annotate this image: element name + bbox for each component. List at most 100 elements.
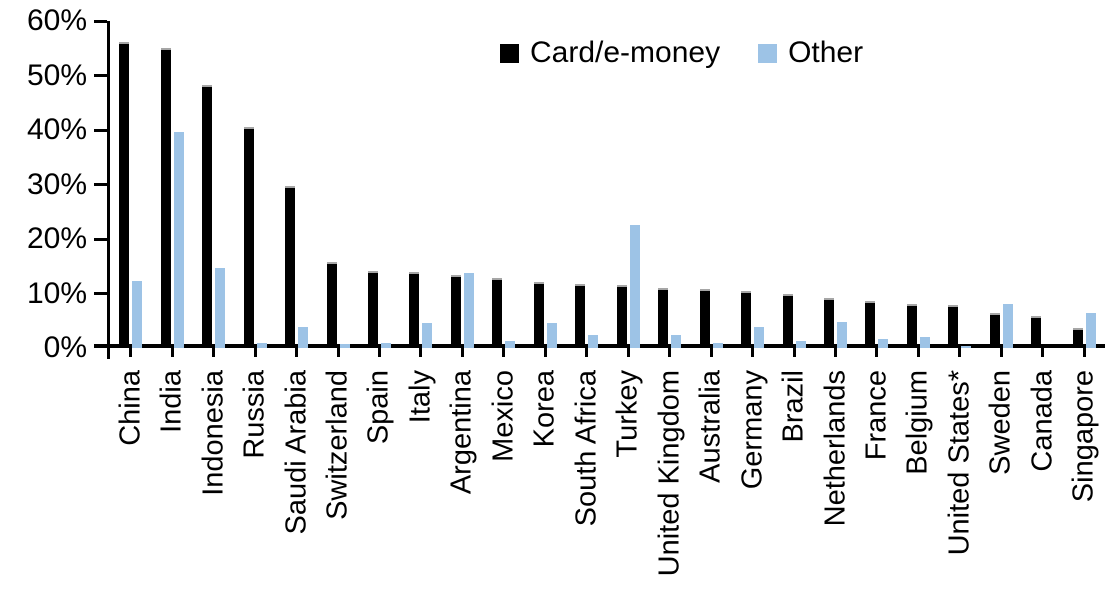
x-label-mexico: Mexico	[487, 370, 520, 462]
bar-card-e-money-south-africa	[575, 284, 586, 348]
bar-other-germany	[754, 326, 765, 348]
x-label-turkey: Turkey	[611, 370, 644, 458]
x-label-india: India	[155, 370, 188, 433]
x-label-italy: Italy	[404, 370, 437, 424]
x-label-sweden: Sweden	[984, 370, 1017, 475]
bar-card-e-money-korea	[533, 281, 544, 348]
bar-card-e-money-brazil	[782, 294, 793, 348]
x-tick-mexico	[502, 348, 506, 357]
x-tick-canada	[1041, 348, 1045, 357]
bar-other-south-africa	[588, 334, 599, 348]
x-label-south-africa: South Africa	[570, 370, 603, 527]
x-tick-saudi-arabia	[295, 348, 299, 357]
y-tick-label-10: 10%	[26, 276, 87, 310]
bar-card-e-money-indonesia	[202, 84, 213, 348]
x-tick-indonesia	[212, 348, 216, 357]
x-label-russia: Russia	[238, 370, 271, 459]
bar-other-brazil	[795, 341, 806, 348]
x-label-argentina: Argentina	[445, 370, 478, 495]
other-swatch-icon	[758, 43, 778, 63]
bar-other-united-states	[961, 346, 972, 348]
bar-other-argentina	[463, 272, 474, 348]
bar-card-e-money-spain	[367, 270, 378, 348]
x-tick-united-states	[958, 348, 962, 357]
bar-card-e-money-mexico	[492, 278, 503, 348]
x-tick-spain	[377, 348, 381, 357]
bar-other-spain	[380, 343, 391, 348]
y-tick-label-50: 50%	[26, 58, 87, 92]
bar-other-china	[132, 280, 143, 348]
y-tick-60	[94, 19, 107, 23]
bar-other-sweden	[1002, 304, 1013, 348]
bar-other-italy	[422, 323, 433, 348]
legend-label-other: Other	[788, 36, 864, 69]
y-tick-30	[94, 183, 107, 186]
bar-other-france	[878, 339, 889, 348]
x-tick-australia	[709, 348, 713, 357]
x-label-singapore: Singapore	[1067, 370, 1100, 503]
x-label-united-kingdom: United Kingdom	[653, 370, 686, 577]
x-label-canada: Canada	[1026, 370, 1059, 472]
card-e-money-swatch-icon	[500, 43, 519, 63]
x-tick-singapore	[1082, 348, 1086, 357]
bar-other-russia	[256, 342, 267, 348]
bar-card-e-money-belgium	[906, 303, 917, 348]
bar-other-singapore	[1085, 312, 1096, 348]
y-tick-label-0: 0%	[43, 331, 87, 364]
bar-other-netherlands	[837, 321, 848, 348]
bar-other-indonesia	[215, 268, 226, 348]
bar-card-e-money-netherlands	[824, 297, 835, 348]
legend-item-card-e-money: Card/e-money	[500, 36, 720, 70]
bar-other-switzerland	[339, 343, 350, 348]
y-tick-label-30: 30%	[26, 167, 87, 201]
bar-card-e-money-singapore	[1072, 327, 1083, 348]
x-label-saudi-arabia: Saudi Arabia	[280, 370, 313, 535]
bar-card-e-money-united-kingdom	[658, 288, 669, 348]
bar-card-e-money-russia	[243, 126, 254, 348]
bar-card-e-money-sweden	[989, 312, 1000, 348]
legend: Card/e-money Other	[500, 36, 863, 70]
bar-card-e-money-turkey	[616, 284, 627, 348]
legend-label-card-e-money: Card/e-money	[530, 36, 721, 69]
x-label-australia: Australia	[694, 370, 727, 483]
bar-other-belgium	[919, 336, 930, 348]
bar-card-e-money-australia	[699, 289, 710, 348]
y-tick-20	[94, 237, 107, 241]
bar-card-e-money-china	[119, 41, 130, 348]
y-tick-label-20: 20%	[26, 222, 87, 255]
x-tick-turkey	[626, 348, 630, 357]
legend-item-other: Other	[758, 36, 863, 70]
y-axis-line	[107, 21, 110, 359]
x-label-belgium: Belgium	[901, 370, 934, 475]
x-tick-china	[129, 348, 133, 357]
x-label-netherlands: Netherlands	[819, 370, 852, 527]
y-tick-10	[94, 292, 107, 295]
y-tick-40	[94, 128, 107, 132]
x-tick-india	[170, 348, 174, 357]
bar-card-e-money-united-states	[948, 305, 959, 348]
y-tick-label-40: 40%	[26, 113, 87, 146]
x-tick-argentina	[460, 348, 464, 357]
x-tick-belgium	[916, 348, 920, 357]
bar-other-saudi-arabia	[298, 326, 309, 348]
x-tick-russia	[253, 348, 257, 357]
x-tick-italy	[419, 348, 423, 357]
x-label-china: China	[114, 370, 147, 446]
bar-card-e-money-france	[865, 300, 876, 348]
bar-other-australia	[712, 342, 723, 348]
x-axis-line	[94, 344, 1105, 348]
x-label-united-states: United States*	[943, 370, 976, 556]
x-tick-germany	[751, 348, 755, 357]
bar-other-united-kingdom	[671, 335, 682, 348]
x-label-spain: Spain	[362, 370, 395, 445]
x-tick-korea	[543, 348, 547, 357]
x-tick-netherlands	[834, 348, 838, 357]
bar-card-e-money-canada	[1031, 315, 1042, 348]
x-tick-south-africa	[585, 348, 589, 357]
x-label-france: France	[860, 370, 893, 461]
bar-card-e-money-saudi-arabia	[285, 185, 296, 348]
bar-card-e-money-argentina	[450, 274, 461, 348]
x-tick-switzerland	[336, 348, 340, 357]
x-label-switzerland: Switzerland	[321, 370, 354, 520]
